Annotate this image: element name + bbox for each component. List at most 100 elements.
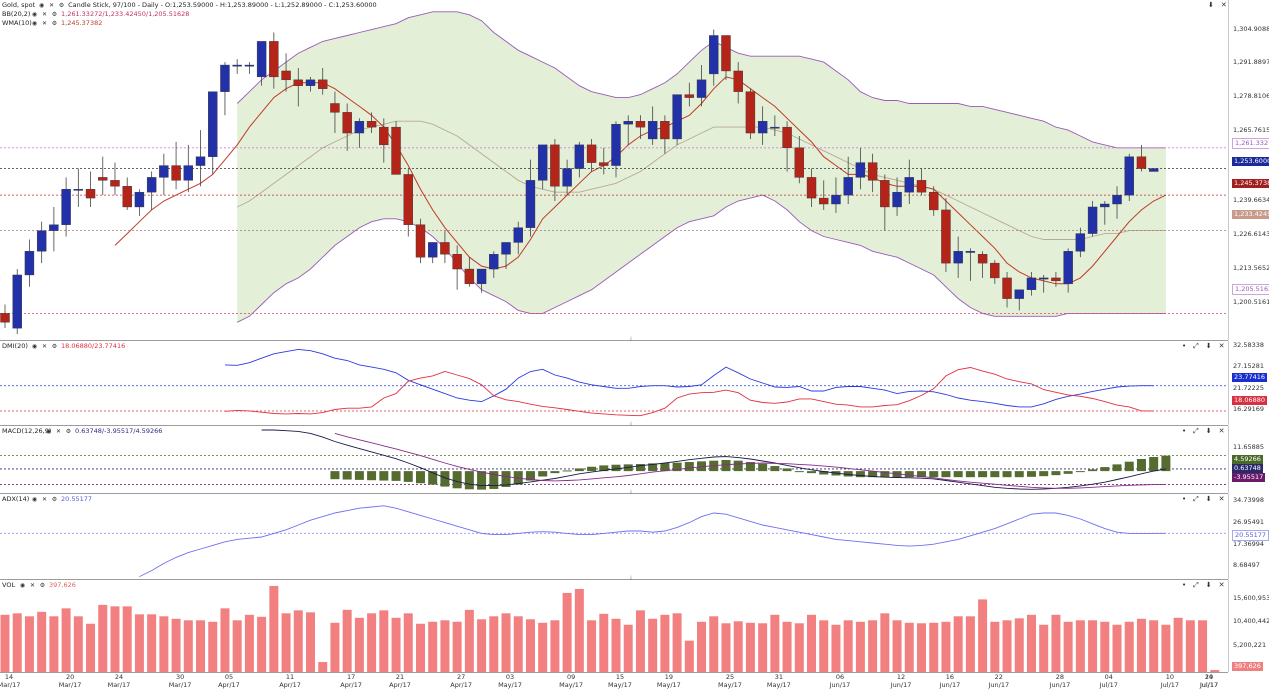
candle-body xyxy=(354,121,365,134)
macd-histogram-bar xyxy=(855,471,865,478)
arrow-down-icon[interactable]: ⬇ xyxy=(1205,495,1212,503)
pane-divider[interactable] xyxy=(0,340,1228,341)
vol-tag: 397,626 xyxy=(1232,662,1263,671)
volume-bar xyxy=(208,621,218,672)
eye-icon[interactable]: ◉ xyxy=(31,342,38,350)
candle-body xyxy=(428,242,438,258)
close-icon[interactable]: ✕ xyxy=(1218,581,1225,589)
expand-icon[interactable]: ⤢ xyxy=(1193,427,1199,435)
wma-header: WMA(10) ◉ ✕ ⚙ 1,245.37382 xyxy=(2,19,102,27)
volume-bar xyxy=(269,585,279,672)
adx-panel[interactable]: ADX(14) ◉ ✕ ⚙ 20.55177 • ⤢ ⬇ ✕ 34.73998 … xyxy=(0,494,1269,579)
resize-grip-icon[interactable]: ⁞ xyxy=(630,489,632,496)
dot-icon[interactable]: • xyxy=(1182,495,1187,503)
arrow-down-icon[interactable]: ⬇ xyxy=(1205,427,1212,435)
close-icon[interactable]: ✕ xyxy=(1218,342,1225,350)
candle-body xyxy=(965,251,976,253)
volume-bar xyxy=(159,616,169,672)
volume-bar xyxy=(477,619,487,672)
arrow-down-icon[interactable]: ⬇ xyxy=(1205,581,1212,589)
eye-icon[interactable]: ◉ xyxy=(45,427,52,435)
macd-histogram-bar xyxy=(1063,471,1073,474)
resize-grip-icon[interactable]: ⁞ xyxy=(630,421,632,428)
expand-icon[interactable]: ⤢ xyxy=(1193,581,1199,589)
x-axis[interactable]: 14 Mar/17 20 Mar/17 24 Mar/17 30 Mar/17 05 Apr/17… xyxy=(0,672,1228,690)
adx-plot-area[interactable] xyxy=(0,494,1228,579)
macd-histogram-bar xyxy=(672,462,682,472)
dot-icon[interactable]: • xyxy=(1182,427,1187,435)
candle-body xyxy=(220,64,230,92)
macd-plot-area[interactable] xyxy=(0,426,1228,493)
macd-histogram-bar xyxy=(733,460,743,472)
expand-icon[interactable]: ⤢ xyxy=(1193,495,1199,503)
expand-icon[interactable]: ⤢ xyxy=(1193,342,1199,350)
price-panel[interactable]: Gold, spot ◉ ✕ ⚙ Candle Stick, 97/100 - … xyxy=(0,0,1269,340)
volume-panel[interactable]: VOL ◉ ✕ ⚙ 397,626 • ⤢ ⬇ ✕ 15,600,953 10,… xyxy=(0,580,1269,672)
eye-icon[interactable]: ◉ xyxy=(39,1,45,9)
dmi-values: 18.06880/23.77416 xyxy=(61,342,126,350)
gear-icon[interactable]: ⚙ xyxy=(51,342,58,350)
eye-icon[interactable]: ◉ xyxy=(31,495,38,503)
candle-body xyxy=(12,274,22,329)
close-icon[interactable]: ✕ xyxy=(29,581,36,589)
gear-icon[interactable]: ⚙ xyxy=(51,495,58,503)
macd-histogram-bar xyxy=(428,471,438,485)
volume-bar xyxy=(538,622,548,672)
dmi-window-controls: • ⤢ ⬇ ✕ xyxy=(1182,342,1225,351)
close-icon[interactable]: ✕ xyxy=(1218,427,1225,435)
volume-bar xyxy=(623,624,633,672)
volume-y-axis[interactable] xyxy=(1228,580,1269,672)
pane-divider[interactable] xyxy=(0,425,1228,426)
dmi-panel[interactable]: DMI(20) ◉ ✕ ⚙ 18.06880/23.77416 • ⤢ ⬇ ✕ … xyxy=(0,341,1269,425)
volume-bar xyxy=(110,606,120,672)
arrow-down-icon[interactable]: ⬇ xyxy=(1208,1,1214,9)
macd-histogram-bar xyxy=(525,471,535,481)
pane-divider[interactable] xyxy=(0,579,1228,580)
candle-body xyxy=(831,194,841,205)
macd-histogram-bar xyxy=(562,470,572,472)
bb-label: BB(20,2) xyxy=(2,10,31,18)
x-tick-day: 30 xyxy=(175,673,185,681)
volume-bar xyxy=(147,614,157,672)
volume-bar xyxy=(257,616,267,672)
candle-body xyxy=(1148,168,1159,172)
close-icon[interactable]: ✕ xyxy=(41,19,48,27)
close-icon[interactable]: ✕ xyxy=(1218,495,1225,503)
close-icon[interactable]: ✕ xyxy=(49,1,55,9)
close-icon[interactable]: ✕ xyxy=(55,427,62,435)
volume-bar xyxy=(171,618,181,672)
close-icon[interactable]: ✕ xyxy=(1220,1,1227,9)
dot-icon[interactable]: • xyxy=(1182,342,1187,350)
volume-bar xyxy=(770,614,780,672)
candle-body xyxy=(990,262,1000,279)
dot-icon[interactable]: • xyxy=(1182,581,1187,589)
candle-body xyxy=(819,197,829,205)
eye-icon[interactable]: ◉ xyxy=(31,10,38,18)
macd-histogram-bar xyxy=(868,471,878,478)
close-icon[interactable]: ✕ xyxy=(41,495,48,503)
y-tick: 1,213.56522 xyxy=(1233,264,1269,272)
gear-icon[interactable]: ⚙ xyxy=(58,1,65,9)
resize-grip-icon[interactable]: ⁞ xyxy=(630,575,632,582)
volume-bar xyxy=(196,620,206,672)
volume-bar xyxy=(758,623,768,672)
eye-icon[interactable]: ◉ xyxy=(19,581,26,589)
gear-icon[interactable]: ⚙ xyxy=(65,427,72,435)
resize-grip-icon[interactable]: ⁞ xyxy=(630,336,632,343)
dmi-y-axis[interactable] xyxy=(1228,341,1269,425)
volume-bar xyxy=(330,622,340,672)
gear-icon[interactable]: ⚙ xyxy=(51,19,58,27)
macd-panel[interactable]: MACD(12,26,9) ◉ ✕ ⚙ 0.63748/-3.95517/4.5… xyxy=(0,426,1269,493)
gear-icon[interactable]: ⚙ xyxy=(39,581,46,589)
gear-icon[interactable]: ⚙ xyxy=(51,10,58,18)
candle-body xyxy=(586,144,597,163)
close-icon[interactable]: ✕ xyxy=(41,10,48,18)
pane-divider[interactable] xyxy=(0,493,1228,494)
price-y-axis[interactable] xyxy=(1228,0,1269,340)
x-tick-label: 09 May/17 xyxy=(556,673,586,689)
close-icon[interactable]: ✕ xyxy=(41,342,48,350)
x-tick-month: May/17 xyxy=(608,681,632,689)
eye-icon[interactable]: ◉ xyxy=(31,19,38,27)
candle-body xyxy=(293,79,303,86)
arrow-down-icon[interactable]: ⬇ xyxy=(1205,342,1212,350)
